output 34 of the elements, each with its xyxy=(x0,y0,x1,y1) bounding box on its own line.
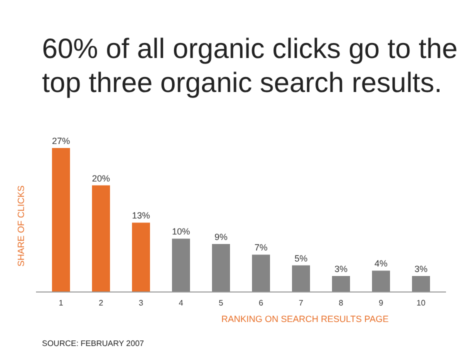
bar xyxy=(92,185,110,292)
bar xyxy=(372,270,390,292)
x-tick-label: 1 xyxy=(58,298,64,308)
bar xyxy=(252,254,270,292)
bar xyxy=(172,238,190,292)
data-label: 4% xyxy=(374,258,388,269)
bar xyxy=(52,148,70,292)
x-tick-label: 8 xyxy=(338,298,344,308)
bar xyxy=(412,276,430,292)
x-tick-label: 3 xyxy=(138,298,144,308)
data-label: 9% xyxy=(214,232,228,242)
data-label: 3% xyxy=(334,264,348,274)
source-note: SOURCE: FEBRUARY 2007 xyxy=(42,339,145,348)
bar xyxy=(212,244,230,292)
bar xyxy=(292,265,310,292)
data-label: 3% xyxy=(414,264,428,274)
chart-title: 60% of all organic clicks go to the top three organic search results. xyxy=(42,33,458,98)
x-tick-label: 4 xyxy=(178,298,184,308)
x-tick-label: 7 xyxy=(298,298,304,308)
x-axis-title: RANKING ON SEARCH RESULTS PAGE xyxy=(221,314,389,324)
data-label: 13% xyxy=(132,210,150,221)
bar xyxy=(332,276,350,292)
x-tick-label: 10 xyxy=(416,298,426,308)
data-label: 10% xyxy=(172,226,190,237)
data-label: 20% xyxy=(92,173,110,184)
data-label: 5% xyxy=(294,253,308,264)
x-tick-label: 6 xyxy=(258,298,264,308)
x-tick-label: 9 xyxy=(378,298,384,308)
data-label: 7% xyxy=(254,242,268,253)
data-label: 27% xyxy=(52,136,70,146)
x-tick-label: 2 xyxy=(98,298,104,308)
bar xyxy=(132,222,150,292)
y-axis-title: SHARE OF CLICKS xyxy=(16,185,26,267)
x-tick-label: 5 xyxy=(218,298,224,308)
